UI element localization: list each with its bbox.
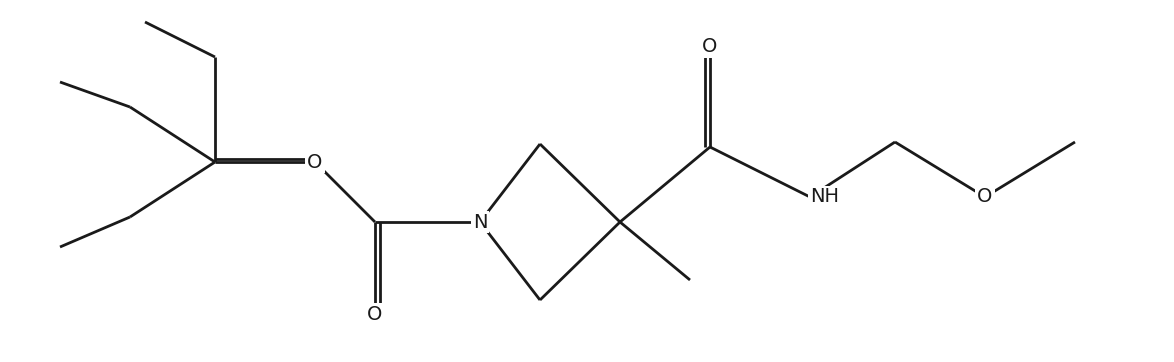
Text: O: O (308, 152, 323, 172)
Text: NH: NH (810, 188, 839, 206)
Text: O: O (702, 38, 717, 56)
Text: N: N (473, 212, 487, 232)
Text: O: O (367, 304, 383, 324)
Text: O: O (977, 188, 993, 206)
